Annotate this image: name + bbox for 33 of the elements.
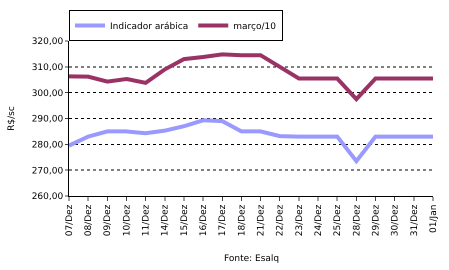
x-tick-label: 16/Dez (199, 204, 210, 236)
x-tick-label: 09/Dez (103, 204, 114, 236)
y-tick-label: 320,00 (32, 37, 64, 48)
x-tick-label: 15/Dez (180, 204, 190, 236)
y-tick-label: 300,00 (32, 88, 64, 99)
y-tick-label: 310,00 (32, 62, 64, 73)
x-tick-label: 21/Dez (256, 204, 267, 236)
x-tick-label: 29/Dez (371, 204, 382, 236)
x-tick-label: 10/Dez (122, 204, 132, 236)
source-note: Fonte: Esalq (224, 254, 280, 264)
x-tick-label: 18/Dez (237, 204, 248, 236)
y-tick-label: 260,00 (32, 192, 64, 202)
x-tick-label: 14/Dez (160, 204, 171, 236)
x-tick-label: 30/Dez (390, 204, 401, 236)
x-tick-label: 08/Dez (84, 204, 94, 236)
y-tick-label: 270,00 (32, 166, 64, 176)
legend-label: março/10 (233, 22, 276, 32)
x-tick-label: 31/Dez (410, 204, 420, 236)
x-tick-label: 28/Dez (352, 204, 362, 236)
x-tick-label: 11/Dez (142, 204, 152, 236)
line-series (69, 52, 433, 102)
line-series (69, 118, 433, 164)
legend-label: Indicador arábica (110, 21, 188, 32)
x-tick-label: 25/Dez (333, 204, 344, 236)
x-tick-label: 07/Dez (64, 204, 75, 236)
x-tick-label: 01/Jan (428, 204, 439, 233)
x-tick-label: 24/Dez (314, 204, 324, 236)
x-tick-label: 22/Dez (276, 204, 286, 236)
y-tick-label: 280,00 (32, 140, 64, 150)
y-axis-title: R$/sc (7, 106, 18, 131)
x-tick-label: 17/Dez (218, 204, 228, 236)
x-tick-label: 23/Dez (294, 204, 305, 236)
y-tick-label: 290,00 (32, 114, 64, 125)
